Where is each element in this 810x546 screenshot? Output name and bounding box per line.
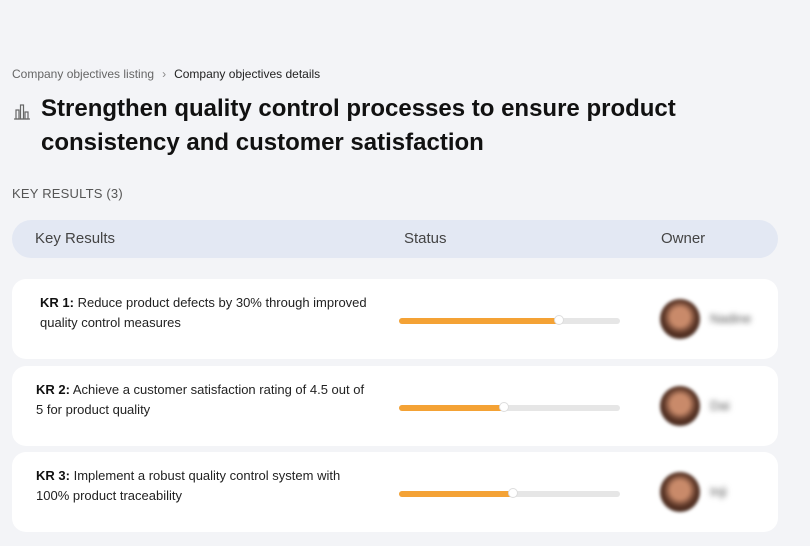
owner-avatar [660,472,700,512]
page-title: Strengthen quality control processes to … [41,95,676,156]
progress-track [399,315,620,325]
key-result-label: KR 3: [36,468,70,483]
key-result-label: KR 2: [36,382,70,397]
key-result-description: Reduce product defects by 30% through im… [40,295,367,330]
progress-fill [399,318,561,324]
column-header: Status [404,230,447,247]
owner-name: Nadine [710,311,752,326]
key-result-text: KR 3: Implement a robust quality control… [36,466,366,506]
key-result-card[interactable]: KR 2: Achieve a customer satisfaction ra… [12,366,778,446]
key-result-description: Achieve a customer satisfaction rating o… [36,382,365,417]
progress-fill [399,491,514,497]
breadcrumb-separator: › [162,67,167,81]
owner-name: Inji [710,484,727,499]
breadcrumb: Company objectives listing › Company objec… [12,67,320,81]
owner-avatar [660,386,700,426]
column-header: Key Results [35,230,116,247]
column-header: Owner [661,230,706,247]
progress-knob [507,488,518,498]
owner-avatar [660,299,700,339]
objective-icon [14,104,30,120]
progress-fill [399,405,506,411]
breadcrumb-current: Company objectives details [174,67,321,81]
key-result-card[interactable]: KR 3: Implement a robust quality control… [12,452,778,532]
section-label: KEY RESULTS (3) [12,186,123,201]
progress-track [399,488,620,498]
key-result-text: KR 1: Reduce product defects by 30% thro… [40,293,370,333]
progress-track [399,402,620,412]
key-result-text: KR 2: Achieve a customer satisfaction ra… [36,380,366,420]
key-result-card[interactable]: KR 1: Reduce product defects by 30% thro… [12,279,778,359]
key-result-label: KR 1: [40,295,74,310]
key-result-description: Implement a robust quality control syste… [36,468,341,503]
progress-knob [499,402,510,412]
table-header: Key Results Status Owner [12,220,778,258]
progress-knob [554,315,565,325]
breadcrumb-link[interactable]: Company objectives listing [12,67,155,81]
owner-name: Dai [710,398,730,413]
